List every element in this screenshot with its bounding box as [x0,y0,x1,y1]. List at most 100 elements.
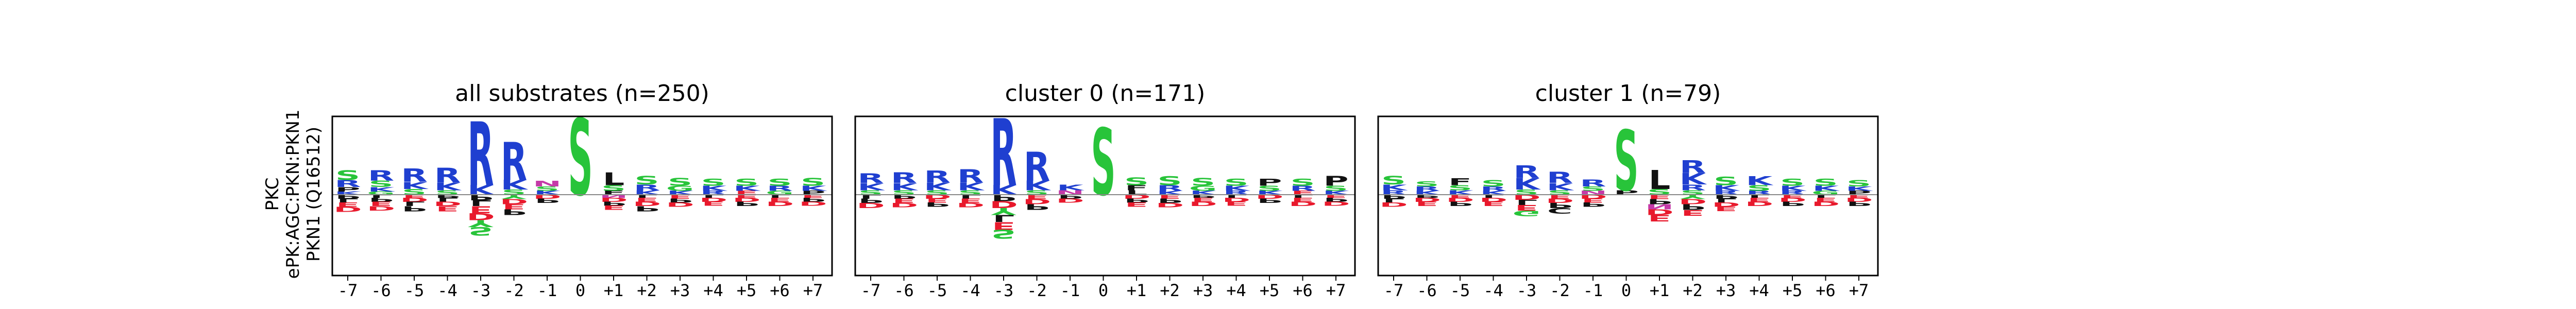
logo-letter-down-D: D [1255,193,1283,199]
logo-letter-down-Y: Y [468,218,494,229]
logo-letter-down-P: P [1191,194,1216,199]
logo-letter-up-K: K [857,181,885,193]
logo-letter-down-D: D [1711,201,1740,208]
logo-letter-down-P: P [1024,202,1049,212]
logo-letter-down-P: P [891,193,917,199]
logo-letter-down-D: D [1645,208,1673,217]
logo-letter-up-K: K [467,182,495,198]
panel-frame [331,115,833,277]
logo-letter-up-K: K [1680,170,1707,188]
logo-letter-down-L: L [769,194,790,199]
x-tick-label: -7 [338,281,358,300]
logo-letter-down-P: P [1058,193,1083,199]
logo-letter-down-D: D [1546,197,1574,204]
logo-letter-up-R: R [1713,190,1739,196]
logo-letter-down-E: E [1515,203,1538,212]
x-tick-label: +4 [1226,281,1246,300]
logo-letter-down-L: L [1815,194,1836,199]
logo-letter-up-S: S [335,168,360,183]
x-tick-label: -6 [894,281,914,300]
x-tick-label: 0 [575,281,585,300]
logo-letter-down-C: C [1547,206,1572,215]
logo-letter-up-K: K [1223,184,1251,193]
logo-letter-down-D: D [666,201,694,208]
logo-letter-down-D: D [599,197,628,203]
logo-letter-down-P: P [734,200,759,208]
x-tick-label: +5 [1783,281,1803,300]
logo-letter-down-L: L [470,198,492,208]
logo-letter-down-E: E [402,194,426,199]
logo-letter-down-D: D [1811,200,1840,208]
x-tick-label: +4 [1749,281,1769,300]
logo-letter-up-R: R [1580,178,1606,189]
logo-letter-up-S: S [1124,175,1149,187]
logo-letter-up-R: R [1414,185,1440,193]
logo-letter-up-G: G [1811,190,1840,196]
logo-panel-1: cluster 0 (n=171)SKRLPDSKRPEDSKRDEPSKRLE… [854,80,1356,300]
logo-letter-down-D: D [533,193,561,199]
panel-frame [854,115,1356,277]
logo-letter-up-K: K [800,184,827,193]
logo-letter-down-E: E [1648,213,1671,223]
logo-letter-up-R: R [1157,184,1183,193]
logo-letter-up-S: S [1714,175,1738,188]
logo-letter-up-N: N [1579,190,1607,196]
x-tick-label: +6 [1293,281,1313,300]
logo-letter-up-R: R [700,190,726,196]
logo-letter-down-E: E [1291,197,1315,203]
logo-letter-down-P: P [1780,200,1805,208]
logo-letter-up-F: F [1448,176,1472,187]
logo-letter-up-P: P [1324,174,1349,189]
logo-letter-down-E: E [502,202,526,211]
logo-letter-down-E: E [1158,193,1182,199]
logo-letter-down-P: P [1257,197,1282,204]
logo-letter-down-E: E [959,197,982,204]
logo-letter-down-L: L [636,194,657,199]
logo-letter-down-D: D [1023,197,1051,205]
logo-letter-up-G: G [1189,184,1217,193]
logo-letter-up-S: S [601,184,626,193]
logo-letter-down-P: P [1547,201,1572,210]
logo-letter-down-D: D [367,204,395,212]
logo-panels: all substrates (n=250)KPRSPLEDGKSRLPEDSK… [331,80,1879,300]
logo-letter-down-L: L [403,200,425,208]
logo-letter-up-P: P [1846,190,1872,196]
logo-letter-down-D: D [1222,197,1250,203]
ylabel-line-3: PKN1 (Q16512) [303,127,324,262]
logo-letter-up-R: R [401,165,427,186]
logo-letter-up-S: S [1481,179,1505,189]
x-tick-label: -7 [861,281,881,300]
logo-letter-down-P: P [501,208,527,217]
logo-letter-up-K: K [1845,185,1873,193]
x-tick-label: -4 [437,281,457,300]
x-tick-label: -4 [1483,281,1503,300]
logo-letter-up-R: R [1746,190,1772,196]
logo-letter-down-E: E [436,204,460,213]
logo-letter-down-L: L [337,197,359,203]
logo-letter-up-S: S [1448,184,1472,192]
logo-letter-up-L: L [1649,165,1670,195]
logo-letter-up-K: K [501,177,529,193]
logo-letter-up-K: K [1024,178,1052,194]
logo-letter-down-D: D [1379,201,1408,208]
logo-letter-down-E: E [668,193,692,199]
panel-title: all substrates (n=250) [455,80,709,107]
logo-letter-down-E: E [1581,197,1605,203]
logo-letter-down-P: P [1581,201,1606,208]
panel-title: cluster 0 (n=171) [1005,80,1206,107]
logo-letter-down-E: E [369,200,393,208]
logo-letter-up-R: R [634,183,660,192]
logo-letter-up-K: K [957,180,985,193]
logo-letter-up-S: S [668,176,692,188]
x-tick-label: -1 [1583,281,1603,300]
panel-frame [1377,115,1879,277]
logo-letter-up-K: K [1746,174,1774,188]
logo-letter-up-K: K [1513,175,1541,193]
logo-letter-down-E: E [735,194,758,199]
logo-letter-up-S: S [1846,179,1871,189]
logo-letter-up-R: R [957,165,984,187]
logo-letter-up-S: S [368,179,393,190]
logo-letter-up-K: K [924,180,952,193]
logo-letter-up-R: R [924,167,950,187]
